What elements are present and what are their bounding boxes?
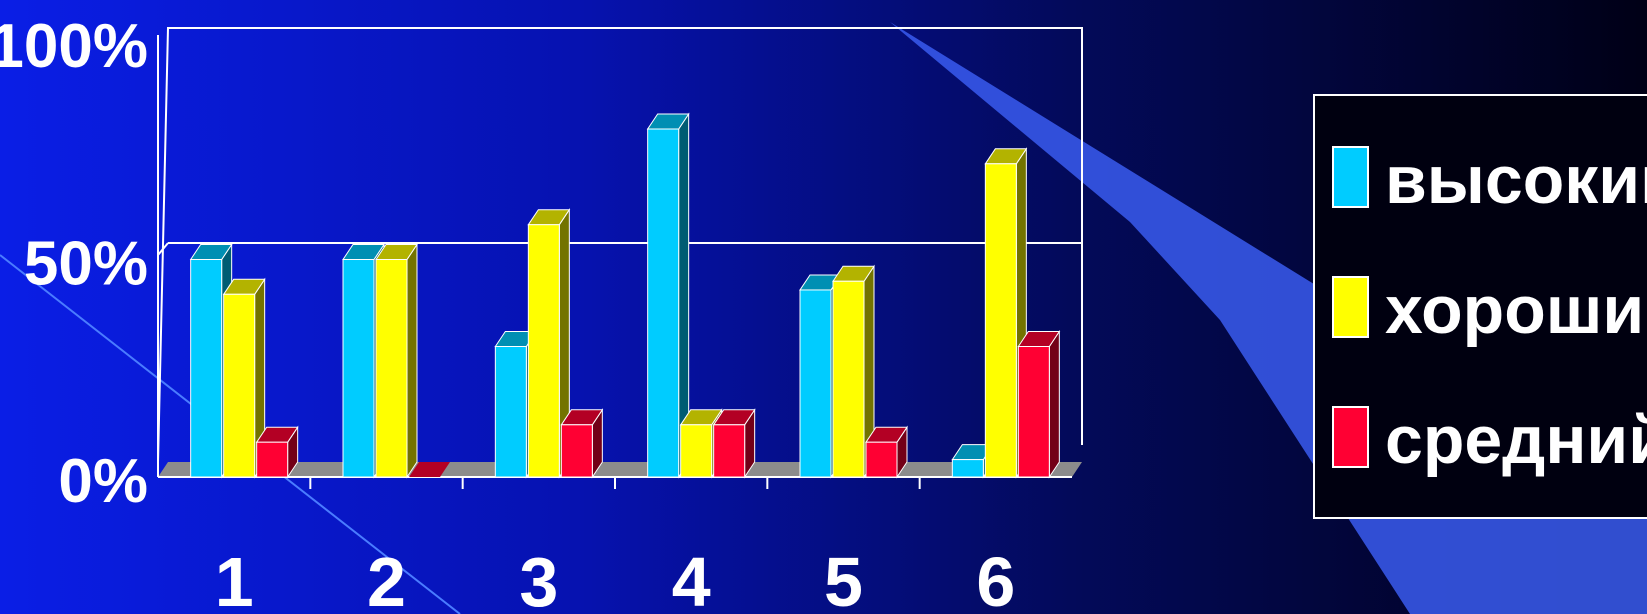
bar [865,425,908,479]
legend-box [1313,94,1647,519]
x-tick-label: 6 [976,543,1015,614]
bar [409,462,450,477]
x-tick-label: 4 [672,543,711,614]
bar [560,408,604,479]
legend-items: высокий хороший средний [1332,142,1647,478]
bar-series [189,112,1061,479]
bar [222,277,266,479]
bar [527,208,571,479]
x-tick-label: 1 [215,543,254,614]
legend-label: хороший [1385,272,1647,348]
x-axis: 1 2 3 4 5 6 [215,477,1015,614]
y-tick-label: 100% [0,12,148,81]
x-tick-label: 2 [367,543,406,614]
legend: высокий хороший средний [1313,94,1647,519]
x-tick-label: 5 [824,543,863,614]
legend-swatch [1332,406,1369,468]
bar [646,112,690,479]
legend-swatch [1332,276,1369,338]
bar [832,264,875,479]
y-tick-label: 0% [58,447,148,516]
plot-area [157,27,1083,478]
bar [1017,329,1061,479]
plot-back-frame [157,27,1083,463]
legend-swatch [1332,146,1369,208]
bar [712,408,756,479]
bar [984,147,1028,479]
gridline-50-side [157,242,169,256]
legend-label: высокий [1385,142,1647,218]
y-tick-label: 50% [24,230,148,299]
y-axis: 0% 50% 100% [0,12,148,516]
bar [255,425,299,479]
x-tick-label: 3 [519,543,558,614]
bar [375,242,418,479]
legend-label: средний [1385,402,1647,478]
